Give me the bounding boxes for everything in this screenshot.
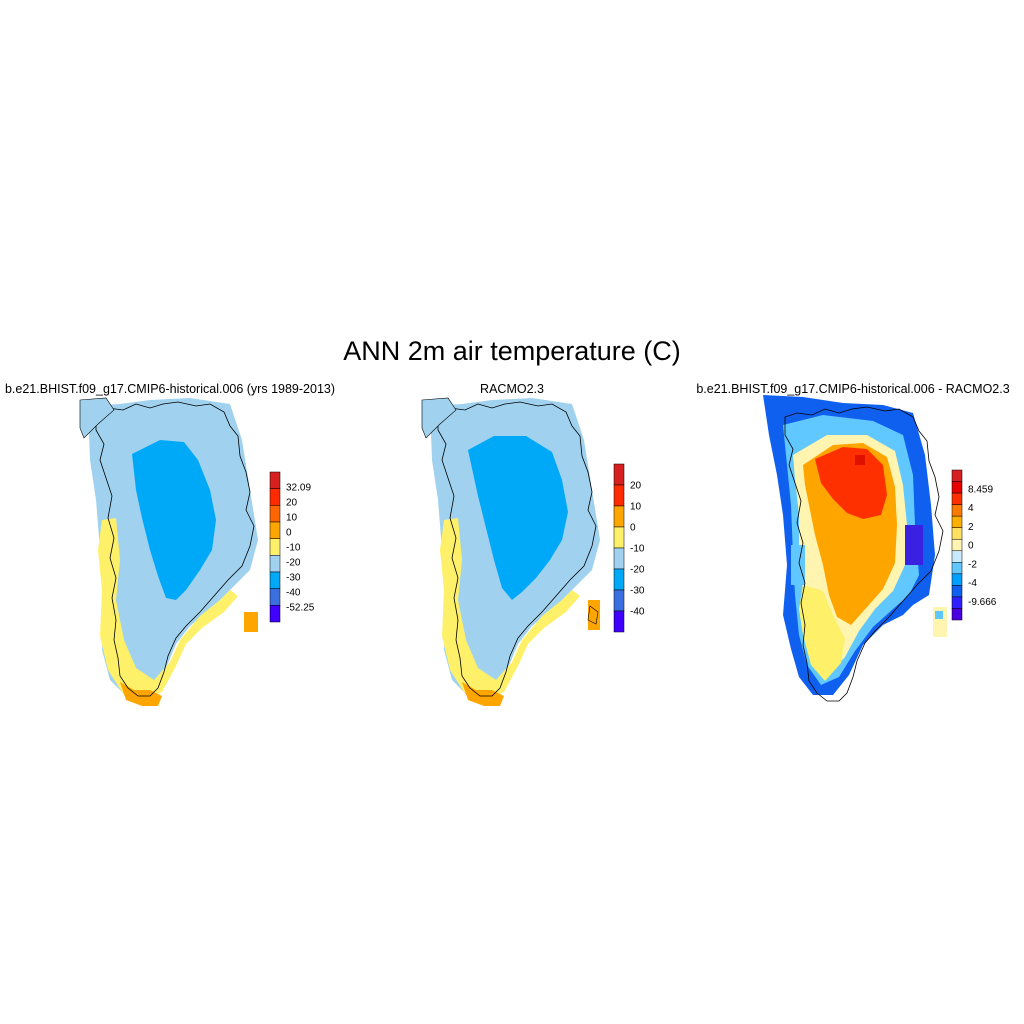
iceland-outline (587, 605, 599, 625)
colorbar-tick-label: -2 (968, 559, 977, 570)
colorbar-tick-label: 4 (968, 503, 974, 514)
colorbar-tick-label: 0 (968, 541, 974, 552)
ellesmere (79, 397, 115, 439)
cool-flank (799, 585, 845, 681)
colorbar-box (613, 589, 625, 612)
neg-small-ring (783, 415, 919, 685)
colorbar-tick-label: -20 (286, 558, 301, 569)
east-neg-patch (905, 525, 923, 565)
colorbar-box (613, 463, 625, 486)
colorbar-tick-label: 20 (630, 481, 642, 492)
map-body (763, 395, 947, 702)
colorbar-diff: 8.459 4 2 0 -2 -4 -9.666 (951, 469, 997, 621)
hot-spot (855, 455, 865, 465)
colorbar-box (613, 505, 625, 528)
panel-title-obs: RACMO2.3 (480, 382, 544, 396)
colorbar-box (269, 605, 281, 623)
cold-region (88, 398, 258, 698)
map-body (421, 397, 600, 706)
warm-core (815, 447, 887, 519)
map-model (79, 397, 258, 706)
mild-tip (462, 682, 504, 706)
colorbar-box (951, 608, 963, 621)
iceland-patch-blue (935, 611, 943, 619)
colorbar-tick-label: 2 (968, 522, 974, 533)
colorbar-box (269, 488, 281, 506)
colorbar-box (269, 588, 281, 606)
iceland-patch (244, 612, 258, 632)
cool-coast (98, 518, 238, 700)
colorbar-tick-label: -40 (286, 588, 301, 599)
mild-tip (120, 682, 162, 706)
iceland-patch (933, 607, 947, 637)
colorbar-box (951, 550, 963, 563)
colorbar-box (269, 571, 281, 589)
very-cold-interior (132, 440, 216, 600)
ellesmere (421, 397, 457, 439)
panel-title-model: b.e21.BHIST.f09_g17.CMIP6-historical.006… (4, 382, 336, 396)
colorbar-tick-label: 10 (286, 513, 298, 524)
colorbar-box (951, 573, 963, 586)
colorbar-tick-label: -30 (630, 586, 645, 597)
west-neg-patch (791, 545, 805, 585)
neg-band (763, 395, 935, 695)
figure-title: ANN 2m air temperature (C) (343, 336, 681, 366)
map-obs (421, 397, 600, 706)
colorbar-box (269, 538, 281, 556)
coastline (784, 406, 944, 702)
colorbar-box (951, 469, 963, 482)
colorbar-tick-label: -40 (630, 607, 645, 618)
panel-title-diff: b.e21.BHIST.f09_g17.CMIP6-historical.006… (696, 382, 1010, 396)
colorbar-box (951, 527, 963, 540)
colorbar-tick-label: -10 (630, 544, 645, 555)
colorbar-box (613, 484, 625, 507)
colorbar-model: 32.09 20 10 0 -10 -20 -30 -40 -52.25 (269, 471, 315, 623)
mild-body (803, 443, 897, 625)
colorbar-box (951, 481, 963, 494)
very-cold-interior (468, 436, 568, 600)
colorbar-box (269, 521, 281, 539)
cool-coast (440, 518, 580, 700)
cold-region (430, 398, 600, 698)
pale-ring (793, 435, 907, 677)
colorbar-box (951, 538, 963, 552)
colorbar-tick-label: -9.666 (968, 597, 997, 608)
colorbar-box (613, 568, 625, 591)
colorbar-tick-label: -52.25 (286, 603, 315, 614)
colorbar-box (613, 547, 625, 570)
colorbar-box (269, 555, 281, 573)
map-diff (763, 395, 947, 702)
map-body (79, 397, 258, 706)
colorbar-obs: 20 10 0 -10 -20 -30 -40 (613, 463, 645, 633)
coastline (95, 401, 255, 697)
colorbar-tick-label: -4 (968, 578, 977, 589)
colorbar-box (269, 471, 281, 489)
colorbar-box (951, 585, 963, 598)
colorbar-box (951, 515, 963, 528)
colorbar-box (951, 596, 963, 609)
coastline (437, 401, 597, 697)
iceland-patch (588, 600, 600, 630)
colorbar-box (613, 610, 625, 633)
colorbar-tick-label: 8.459 (968, 484, 993, 495)
colorbar-tick-label: -20 (630, 565, 645, 576)
colorbar-tick-label: -10 (286, 543, 301, 554)
colorbar-tick-label: 0 (630, 523, 636, 534)
colorbar-tick-label: 20 (286, 498, 298, 509)
colorbar-box (951, 504, 963, 517)
colorbar-box (269, 505, 281, 523)
colorbar-tick-label: -30 (286, 573, 301, 584)
colorbar-box (951, 562, 963, 575)
colorbar-tick-label: 10 (630, 502, 642, 513)
colorbar-box (951, 492, 963, 505)
colorbar-tick-label: 32.09 (286, 483, 311, 494)
colorbar-box (613, 526, 625, 549)
colorbar-tick-label: 0 (286, 528, 292, 539)
